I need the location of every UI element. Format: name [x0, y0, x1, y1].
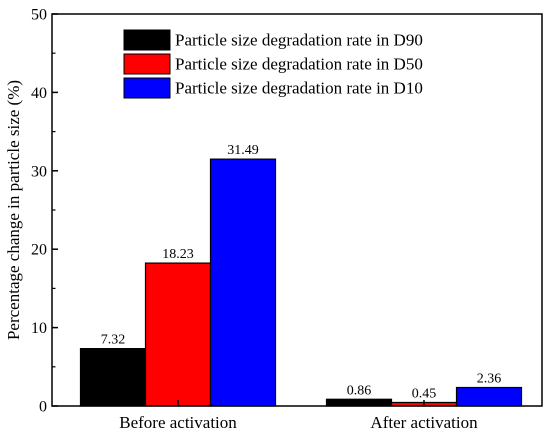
y-tick-label: 20 [31, 242, 47, 259]
bar-1-1 [79, 348, 147, 407]
x-category-label: After activation [370, 413, 478, 432]
bar-3-2 [455, 386, 523, 407]
legend-label: Particle size degradation rate in D50 [175, 55, 423, 74]
bar-1-2 [325, 398, 393, 407]
legend-label: Particle size degradation rate in D10 [175, 79, 423, 98]
y-tick-label: 50 [31, 7, 47, 24]
legend-swatch [123, 77, 171, 99]
data-labels-group: 7.32 18.23 31.49 0.86 0.45 2.36 [101, 143, 502, 401]
data-label: 2.36 [477, 371, 502, 386]
data-label: 0.45 [412, 386, 437, 401]
data-label: 31.49 [227, 143, 259, 158]
plot-frame [51, 13, 543, 407]
legend-swatch [123, 53, 171, 75]
data-label: 7.32 [101, 333, 126, 348]
legend: Particle size degradation rate in D90 Par… [123, 29, 423, 99]
data-label: 18.23 [162, 247, 194, 262]
bar-2-1 [144, 262, 212, 407]
y-tick-label: 30 [31, 163, 47, 180]
y-tick-label: 40 [31, 85, 47, 102]
legend-label: Particle size degradation rate in D90 [175, 31, 423, 50]
bars-group [79, 158, 523, 407]
x-category-label: Before activation [119, 413, 237, 432]
y-tick-label: 0 [39, 399, 47, 416]
y-axis-ticks: 0 10 20 30 40 50 [31, 7, 58, 416]
y-axis-label: Percentage change in particle size (%) [4, 80, 23, 340]
y-tick-label: 10 [31, 320, 47, 337]
x-axis-ticks: Before activation After activation [119, 400, 478, 432]
bar-3-1 [209, 158, 277, 407]
legend-swatch [123, 29, 171, 51]
data-label: 0.86 [347, 383, 372, 398]
